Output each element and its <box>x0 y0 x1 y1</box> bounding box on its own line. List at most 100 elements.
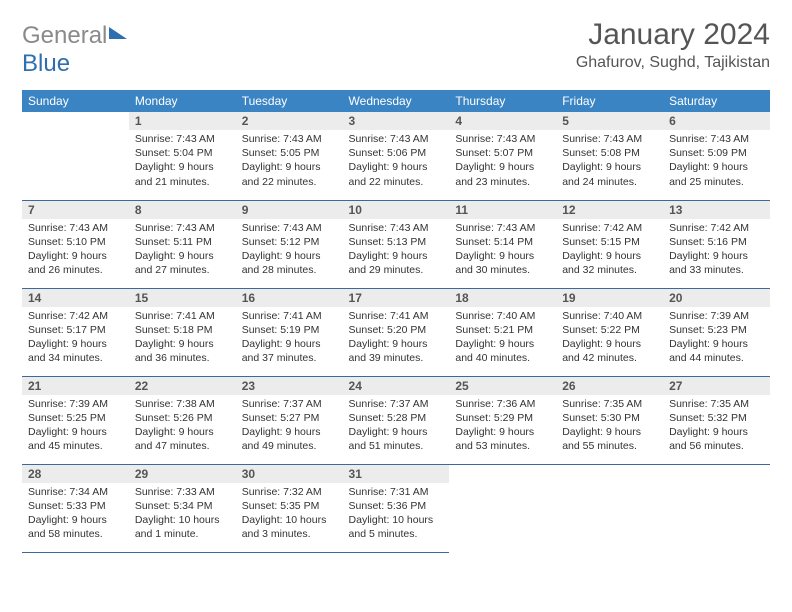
day-details: Sunrise: 7:36 AMSunset: 5:29 PMDaylight:… <box>449 395 556 460</box>
sunrise-text: Sunrise: 7:32 AM <box>242 485 337 499</box>
daylight-line1: Daylight: 9 hours <box>135 337 230 351</box>
calendar-table: Sunday Monday Tuesday Wednesday Thursday… <box>22 90 770 553</box>
day-number: 16 <box>236 289 343 307</box>
location-text: Ghafurov, Sughd, Tajikistan <box>576 54 770 72</box>
calendar-week-row: 28Sunrise: 7:34 AMSunset: 5:33 PMDayligh… <box>22 464 770 552</box>
sunrise-text: Sunrise: 7:34 AM <box>28 485 123 499</box>
day-details: Sunrise: 7:43 AMSunset: 5:05 PMDaylight:… <box>236 130 343 195</box>
sunrise-text: Sunrise: 7:43 AM <box>349 132 444 146</box>
brand-part2: Blue <box>22 50 70 77</box>
day-details: Sunrise: 7:39 AMSunset: 5:23 PMDaylight:… <box>663 307 770 372</box>
calendar-day-cell: 9Sunrise: 7:43 AMSunset: 5:12 PMDaylight… <box>236 200 343 288</box>
daylight-line2: and 34 minutes. <box>28 351 123 365</box>
sunset-text: Sunset: 5:08 PM <box>562 146 657 160</box>
day-number: 10 <box>343 201 450 219</box>
day-details: Sunrise: 7:41 AMSunset: 5:19 PMDaylight:… <box>236 307 343 372</box>
daylight-line2: and 39 minutes. <box>349 351 444 365</box>
sunrise-text: Sunrise: 7:43 AM <box>28 221 123 235</box>
day-number: 6 <box>663 112 770 130</box>
daylight-line2: and 28 minutes. <box>242 263 337 277</box>
calendar-day-cell: 14Sunrise: 7:42 AMSunset: 5:17 PMDayligh… <box>22 288 129 376</box>
weekday-header: Thursday <box>449 90 556 112</box>
daylight-line1: Daylight: 9 hours <box>455 337 550 351</box>
day-details: Sunrise: 7:43 AMSunset: 5:08 PMDaylight:… <box>556 130 663 195</box>
daylight-line2: and 49 minutes. <box>242 439 337 453</box>
sunrise-text: Sunrise: 7:42 AM <box>562 221 657 235</box>
sunrise-text: Sunrise: 7:43 AM <box>562 132 657 146</box>
daylight-line1: Daylight: 10 hours <box>349 513 444 527</box>
day-number: 23 <box>236 377 343 395</box>
sunset-text: Sunset: 5:21 PM <box>455 323 550 337</box>
calendar-day-cell <box>449 464 556 552</box>
sunrise-text: Sunrise: 7:40 AM <box>562 309 657 323</box>
daylight-line2: and 33 minutes. <box>669 263 764 277</box>
day-details: Sunrise: 7:40 AMSunset: 5:22 PMDaylight:… <box>556 307 663 372</box>
calendar-day-cell: 7Sunrise: 7:43 AMSunset: 5:10 PMDaylight… <box>22 200 129 288</box>
sunrise-text: Sunrise: 7:41 AM <box>135 309 230 323</box>
daylight-line1: Daylight: 9 hours <box>455 249 550 263</box>
day-details: Sunrise: 7:42 AMSunset: 5:16 PMDaylight:… <box>663 219 770 284</box>
calendar-day-cell: 20Sunrise: 7:39 AMSunset: 5:23 PMDayligh… <box>663 288 770 376</box>
calendar-day-cell: 15Sunrise: 7:41 AMSunset: 5:18 PMDayligh… <box>129 288 236 376</box>
sunrise-text: Sunrise: 7:33 AM <box>135 485 230 499</box>
day-number: 8 <box>129 201 236 219</box>
daylight-line1: Daylight: 9 hours <box>28 425 123 439</box>
sunrise-text: Sunrise: 7:39 AM <box>28 397 123 411</box>
sunset-text: Sunset: 5:25 PM <box>28 411 123 425</box>
calendar-day-cell <box>22 112 129 200</box>
sunrise-text: Sunrise: 7:37 AM <box>242 397 337 411</box>
calendar-day-cell: 26Sunrise: 7:35 AMSunset: 5:30 PMDayligh… <box>556 376 663 464</box>
daylight-line2: and 56 minutes. <box>669 439 764 453</box>
sunset-text: Sunset: 5:09 PM <box>669 146 764 160</box>
day-number: 22 <box>129 377 236 395</box>
day-details: Sunrise: 7:35 AMSunset: 5:30 PMDaylight:… <box>556 395 663 460</box>
sunset-text: Sunset: 5:14 PM <box>455 235 550 249</box>
weekday-header: Saturday <box>663 90 770 112</box>
daylight-line1: Daylight: 9 hours <box>242 425 337 439</box>
day-number: 4 <box>449 112 556 130</box>
daylight-line2: and 1 minute. <box>135 527 230 541</box>
daylight-line1: Daylight: 9 hours <box>455 160 550 174</box>
daylight-line1: Daylight: 10 hours <box>135 513 230 527</box>
sunset-text: Sunset: 5:20 PM <box>349 323 444 337</box>
calendar-day-cell: 2Sunrise: 7:43 AMSunset: 5:05 PMDaylight… <box>236 112 343 200</box>
sunrise-text: Sunrise: 7:43 AM <box>669 132 764 146</box>
day-number: 29 <box>129 465 236 483</box>
brand-text: General Blue <box>22 22 127 78</box>
day-number: 13 <box>663 201 770 219</box>
sunset-text: Sunset: 5:04 PM <box>135 146 230 160</box>
sunrise-text: Sunrise: 7:41 AM <box>242 309 337 323</box>
calendar-day-cell: 25Sunrise: 7:36 AMSunset: 5:29 PMDayligh… <box>449 376 556 464</box>
daylight-line1: Daylight: 9 hours <box>28 513 123 527</box>
day-number: 11 <box>449 201 556 219</box>
day-details: Sunrise: 7:43 AMSunset: 5:06 PMDaylight:… <box>343 130 450 195</box>
sunset-text: Sunset: 5:05 PM <box>242 146 337 160</box>
sunrise-text: Sunrise: 7:38 AM <box>135 397 230 411</box>
day-number: 20 <box>663 289 770 307</box>
daylight-line1: Daylight: 9 hours <box>242 337 337 351</box>
calendar-day-cell: 13Sunrise: 7:42 AMSunset: 5:16 PMDayligh… <box>663 200 770 288</box>
daylight-line2: and 47 minutes. <box>135 439 230 453</box>
sunset-text: Sunset: 5:33 PM <box>28 499 123 513</box>
sunset-text: Sunset: 5:30 PM <box>562 411 657 425</box>
day-number: 28 <box>22 465 129 483</box>
sunrise-text: Sunrise: 7:41 AM <box>349 309 444 323</box>
daylight-line1: Daylight: 9 hours <box>669 249 764 263</box>
daylight-line1: Daylight: 10 hours <box>242 513 337 527</box>
day-number: 27 <box>663 377 770 395</box>
day-number: 18 <box>449 289 556 307</box>
daylight-line2: and 40 minutes. <box>455 351 550 365</box>
day-number: 5 <box>556 112 663 130</box>
weekday-header: Sunday <box>22 90 129 112</box>
daylight-line2: and 37 minutes. <box>242 351 337 365</box>
sunrise-text: Sunrise: 7:37 AM <box>349 397 444 411</box>
weekday-header-row: Sunday Monday Tuesday Wednesday Thursday… <box>22 90 770 112</box>
daylight-line1: Daylight: 9 hours <box>349 337 444 351</box>
calendar-body: 1Sunrise: 7:43 AMSunset: 5:04 PMDaylight… <box>22 112 770 552</box>
day-details: Sunrise: 7:41 AMSunset: 5:18 PMDaylight:… <box>129 307 236 372</box>
day-details: Sunrise: 7:43 AMSunset: 5:09 PMDaylight:… <box>663 130 770 195</box>
day-number: 24 <box>343 377 450 395</box>
calendar-week-row: 1Sunrise: 7:43 AMSunset: 5:04 PMDaylight… <box>22 112 770 200</box>
daylight-line2: and 21 minutes. <box>135 175 230 189</box>
day-number: 15 <box>129 289 236 307</box>
